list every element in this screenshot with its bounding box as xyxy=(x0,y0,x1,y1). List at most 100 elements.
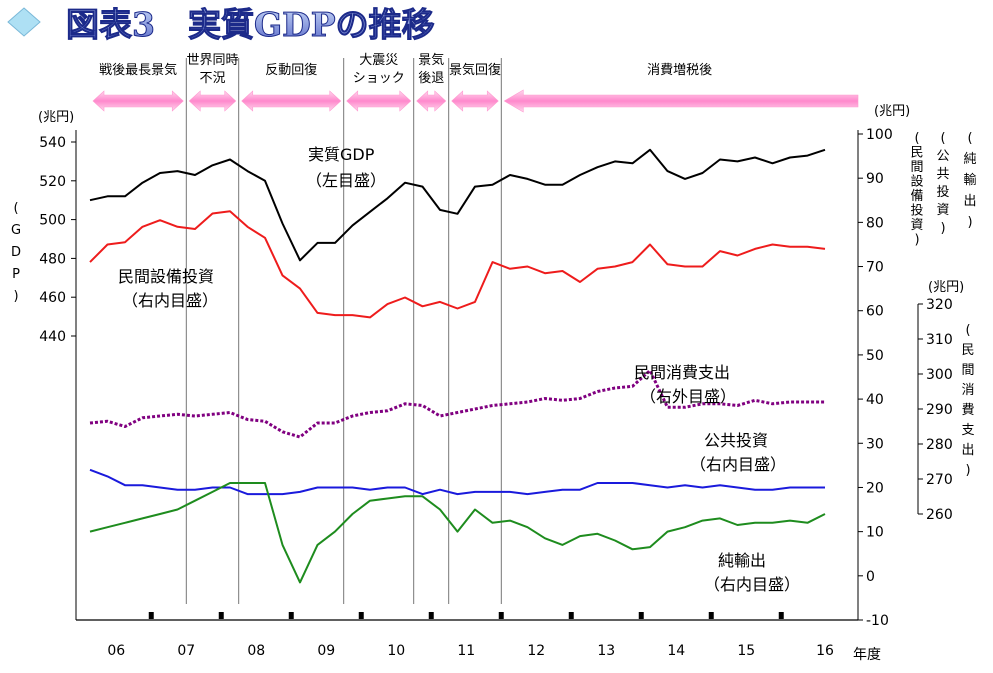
right-inner-axis-tick-label: 30 xyxy=(866,436,884,452)
right-vertical-labels: (民間設備投資) (公共投資) (純輸出) (民間消費支出) xyxy=(910,131,976,478)
left-axis-tick-label: 480 xyxy=(39,251,66,267)
right-inner-axis-tick-label: 10 xyxy=(866,525,884,541)
left-axis-tick-label: 500 xyxy=(39,213,66,229)
consumption-axis-note: （右外目盛） xyxy=(640,387,736,406)
left-axis-tick-label: 540 xyxy=(39,135,66,151)
right-inner-axis-tick-label: 70 xyxy=(866,260,884,276)
year-boundary-tick xyxy=(288,612,294,619)
period-arrow xyxy=(416,90,447,112)
series-line-consumption xyxy=(89,369,825,439)
period-label: 戦後最長景気 xyxy=(99,62,177,78)
right-inner-axis-tick-label: 90 xyxy=(866,171,884,187)
right-inner-axis-unit: (兆円) xyxy=(874,104,910,119)
gdp-label: 実質GDP xyxy=(308,145,375,164)
year-boundary-tick xyxy=(428,612,434,619)
series-line-net_exports xyxy=(89,482,826,584)
left-axis-vertical-char: D xyxy=(11,245,21,260)
left-axis-vertical-char: ) xyxy=(13,289,18,304)
right-inner-axis-tick-label: 20 xyxy=(866,480,884,496)
period-arrow xyxy=(346,90,412,112)
series-labels: 実質GDP （左目盛） 民間設備投資 （右内目盛） 民間消費支出 （右外目盛） … xyxy=(118,145,800,594)
year-boundary-tick xyxy=(708,612,714,619)
x-tick-label: 12 xyxy=(527,643,545,659)
year-boundary-tick xyxy=(358,612,364,619)
public-axis-vertical-label: (公共投資) xyxy=(936,131,949,236)
right-inner-axis-tick-label: 60 xyxy=(866,304,884,320)
diamond-icon xyxy=(7,7,41,37)
left-axis-vertical-char: G xyxy=(11,223,21,238)
right-inner-axis-tick-label: 40 xyxy=(866,392,884,408)
right-outer-axis-tick-label: 320 xyxy=(926,297,953,313)
right-outer-axis-tick-label: 260 xyxy=(926,507,953,523)
left-axis-tick-label: 440 xyxy=(39,329,66,345)
year-boundary-tick xyxy=(498,612,504,619)
netexports-axis-vertical-label: (純輸出) xyxy=(963,131,976,230)
year-boundary-tick xyxy=(218,612,224,619)
period-label: 景気回復 xyxy=(449,62,501,78)
period-label: 不況 xyxy=(199,71,225,86)
x-axis-unit: 年度 xyxy=(853,647,881,663)
period-label: 反動回復 xyxy=(265,62,317,78)
period-arrow xyxy=(241,90,342,112)
series xyxy=(89,148,826,584)
period-label: 消費増税後 xyxy=(647,63,712,78)
x-tick-label: 13 xyxy=(597,643,615,659)
right-outer-axis-unit: (兆円) xyxy=(928,280,964,295)
consumption-label: 民間消費支出 xyxy=(634,363,730,382)
year-boundary-tick xyxy=(778,612,784,619)
x-tick-label: 11 xyxy=(457,643,475,659)
x-tick-label: 07 xyxy=(177,643,195,659)
x-tick-label: 08 xyxy=(247,643,265,659)
x-tick-label: 16 xyxy=(816,643,834,659)
left-axis-tick-label: 460 xyxy=(39,290,66,306)
gdp-axis-note: （左目盛） xyxy=(306,171,386,190)
public-axis-note: （右内目盛） xyxy=(690,455,786,474)
right-outer-axis-tick-label: 290 xyxy=(926,402,953,418)
period-arrow xyxy=(503,89,859,113)
public-label: 公共投資 xyxy=(704,431,768,450)
year-boundary-tick xyxy=(148,612,154,619)
right-inner-axis-tick-label: 0 xyxy=(866,569,875,585)
x-tick-label: 09 xyxy=(317,643,335,659)
consumption-axis-vertical-label: (民間消費支出) xyxy=(961,323,974,478)
period-arrow xyxy=(92,90,184,112)
x-tick-label: 14 xyxy=(667,643,685,659)
period-label: 大震災 xyxy=(359,53,398,68)
period-label: ショック xyxy=(353,71,405,86)
netexports-axis-note: （右内目盛） xyxy=(704,575,800,594)
left-axis-unit: (兆円) xyxy=(38,110,74,125)
right-inner-axis-tick-label: -10 xyxy=(866,613,889,629)
period-label: 景気 xyxy=(418,52,444,68)
capex-label: 民間設備投資 xyxy=(118,267,214,286)
right-outer-axis-tick-label: 310 xyxy=(926,332,953,348)
right-inner-axis-tick-label: 50 xyxy=(866,348,884,364)
period-label: 世界同時 xyxy=(186,53,238,68)
x-tick-label: 10 xyxy=(387,643,405,659)
right-inner-axis-tick-label: 100 xyxy=(866,127,893,143)
series-line-public xyxy=(89,468,825,496)
period-arrow xyxy=(451,90,499,112)
series-line-capex xyxy=(89,210,826,319)
series-line-gdp xyxy=(89,148,826,262)
period-label: 後退 xyxy=(418,71,444,86)
netexports-label: 純輸出 xyxy=(718,551,766,570)
year-boundary-tick xyxy=(568,612,574,619)
right-inner-axis-tick-label: 80 xyxy=(866,215,884,231)
axes: 06 07 08 09 10 11 12 13 14 15 16540520500480460440… xyxy=(11,127,953,659)
chart-title-group: 図表3 実質GDPの推移 xyxy=(7,5,435,45)
period-arrow xyxy=(188,90,237,112)
left-axis-tick-label: 520 xyxy=(39,174,66,190)
chart-title: 図表3 実質GDPの推移 xyxy=(66,5,435,44)
left-axis-vertical-char: ( xyxy=(13,201,18,216)
x-tick-label: 06 xyxy=(107,643,125,659)
capex-axis-vertical-label: (民間設備投資) xyxy=(910,131,923,248)
right-outer-axis-tick-label: 270 xyxy=(926,472,953,488)
right-outer-axis-tick-label: 280 xyxy=(926,437,953,453)
capex-axis-note: （右内目盛） xyxy=(122,291,218,310)
year-boundary-tick xyxy=(638,612,644,619)
left-axis-vertical-char: P xyxy=(12,267,20,282)
x-tick-label: 15 xyxy=(737,643,755,659)
right-outer-axis-tick-label: 300 xyxy=(926,367,953,383)
